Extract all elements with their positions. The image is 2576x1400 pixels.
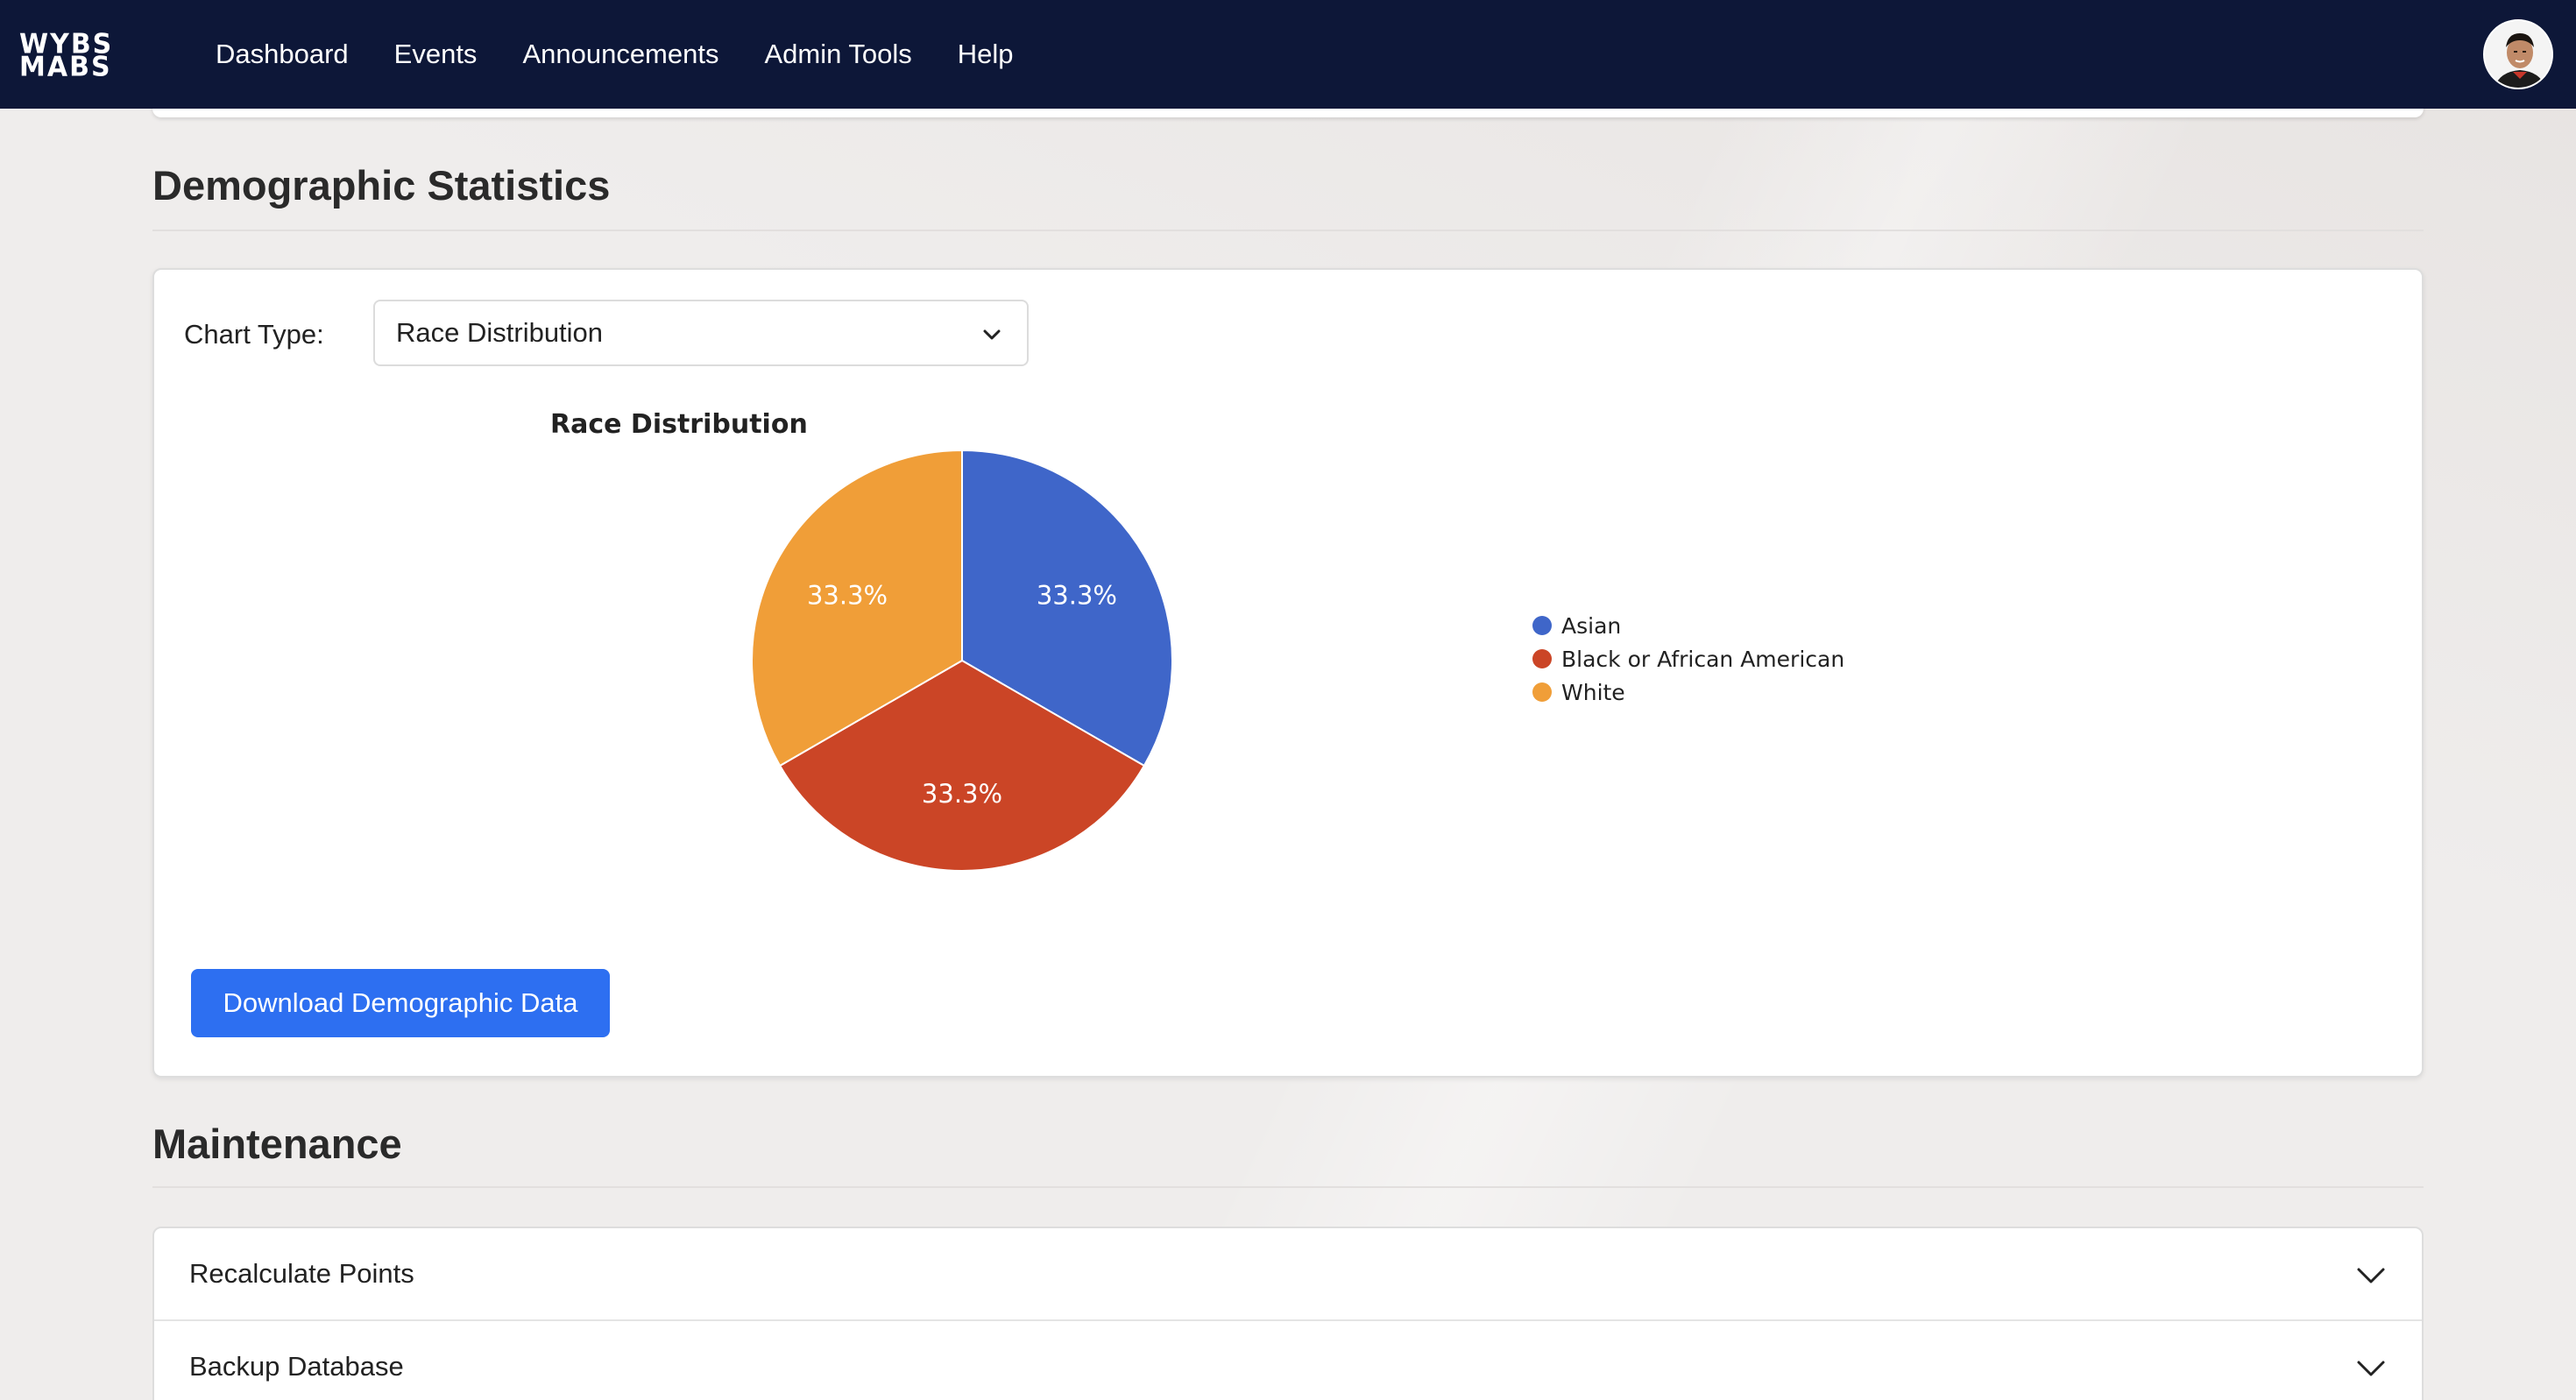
race-distribution-pie-chart: Race Distribution 33.3% 33.3% 33.3% Asian B… xyxy=(550,409,1844,872)
nav-link-announcements[interactable]: Announcements xyxy=(522,39,719,69)
nav-link-events[interactable]: Events xyxy=(393,39,478,69)
maintenance-accordion: Recalculate Points Backup Database xyxy=(152,1227,2424,1400)
legend-swatch xyxy=(1532,616,1552,635)
accordion-item-label: Backup Database xyxy=(189,1351,404,1382)
nav-links: Dashboard Events Announcements Admin Too… xyxy=(216,0,1059,109)
chevron-down-icon xyxy=(2357,1268,2385,1283)
avatar-person-icon xyxy=(2485,21,2551,88)
chevron-down-icon xyxy=(2357,1361,2385,1376)
top-navbar: WYBS MABS Dashboard Events Announcements… xyxy=(0,0,2576,109)
accordion-item-recalculate-points[interactable]: Recalculate Points xyxy=(154,1228,2422,1321)
demographics-card: Chart Type: Race Distribution Race Distr… xyxy=(152,268,2424,1078)
nav-link-dashboard[interactable]: Dashboard xyxy=(216,39,349,69)
maintenance-heading: Maintenance xyxy=(152,1121,402,1167)
demographic-statistics-heading: Demographic Statistics xyxy=(152,162,611,209)
legend-swatch xyxy=(1532,682,1552,702)
legend-entry[interactable]: White xyxy=(1561,680,1625,705)
section-divider xyxy=(152,230,2424,231)
legend-swatch xyxy=(1532,649,1552,668)
app-logo[interactable]: WYBS MABS xyxy=(19,31,177,83)
nav-link-help[interactable]: Help xyxy=(957,39,1014,69)
chart-legend: Asian Black or African American White xyxy=(1532,613,1844,705)
accordion-item-backup-database[interactable]: Backup Database xyxy=(154,1321,2422,1400)
legend-entry[interactable]: Black or African American xyxy=(1561,647,1844,672)
pie-slice-label: 33.3% xyxy=(807,580,888,610)
chart-title: Race Distribution xyxy=(550,409,808,440)
nav-link-admin-tools[interactable]: Admin Tools xyxy=(764,39,912,69)
section-divider xyxy=(152,1186,2424,1188)
accordion-item-label: Recalculate Points xyxy=(189,1258,414,1289)
pie-slice-label: 33.3% xyxy=(922,779,1002,809)
download-demographic-data-button[interactable]: Download Demographic Data xyxy=(191,969,610,1037)
pie-slice-label: 33.3% xyxy=(1037,580,1117,610)
user-avatar[interactable] xyxy=(2483,19,2553,89)
legend-entry[interactable]: Asian xyxy=(1561,613,1621,639)
logo-line-2: MABS xyxy=(19,51,112,83)
